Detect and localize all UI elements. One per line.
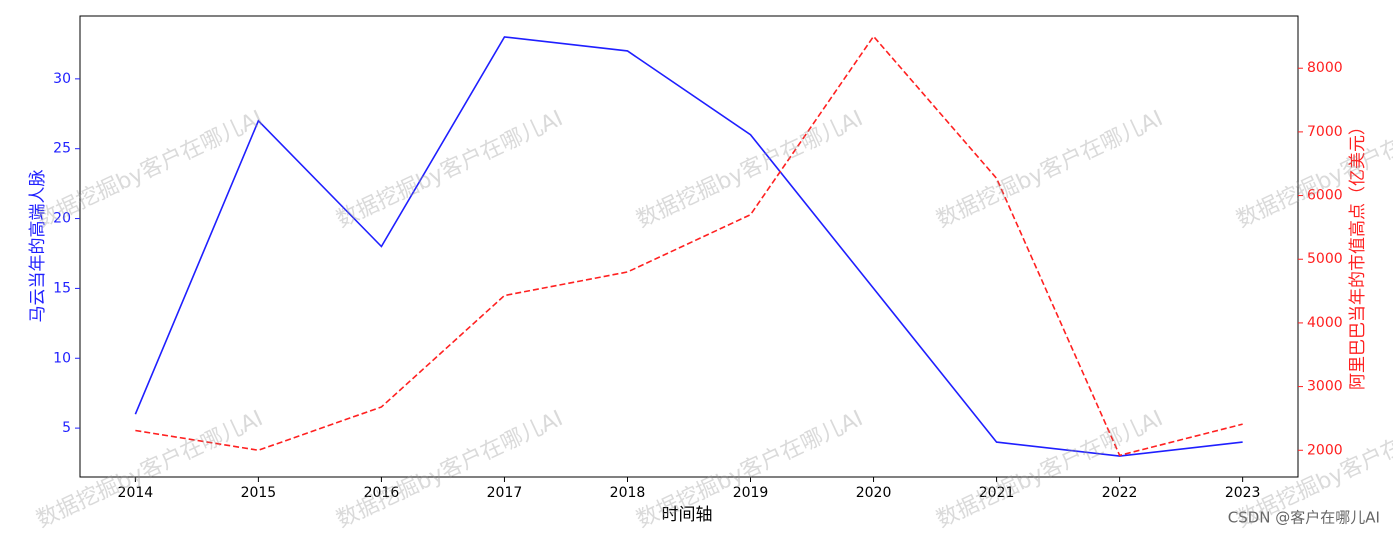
y2-tick-label: 3000 <box>1307 379 1343 395</box>
y-tick-label: 5 <box>62 420 71 436</box>
y-tick-label: 30 <box>53 71 71 87</box>
plot-frame <box>79 15 1299 478</box>
y-tick-label: 15 <box>53 280 71 296</box>
y2-tick-label: 4000 <box>1307 315 1343 331</box>
x-tick-label: 2022 <box>1102 485 1138 501</box>
y2-axis-label: 阿里巴巴当年的市值高点（亿美元） <box>1348 118 1368 390</box>
watermark: 数据挖掘by客户在哪儿AI <box>933 406 1167 533</box>
watermark: 数据挖掘by客户在哪儿AI <box>33 106 267 233</box>
x-tick-label: 2016 <box>364 485 400 501</box>
watermark: 数据挖掘by客户在哪儿AI <box>633 106 867 233</box>
x-tick-label: 2018 <box>610 485 646 501</box>
x-tick-label: 2014 <box>118 485 154 501</box>
series-line <box>135 35 1243 457</box>
y2-tick-label: 6000 <box>1307 188 1343 204</box>
watermark: 数据挖掘by客户在哪儿AI <box>933 106 1167 233</box>
x-tick-label: 2023 <box>1225 485 1261 501</box>
y2-tick-label: 7000 <box>1307 124 1343 140</box>
x-tick-label: 2017 <box>487 485 523 501</box>
watermark: 数据挖掘by客户在哪儿AI <box>333 106 567 233</box>
y2-tick-label: 8000 <box>1307 60 1343 76</box>
x-tick-label: 2015 <box>241 485 277 501</box>
credit: CSDN @客户在哪儿AI <box>1228 509 1380 527</box>
y-tick-label: 10 <box>53 350 71 366</box>
y-tick-label: 20 <box>53 211 71 227</box>
x-tick-label: 2019 <box>733 485 769 501</box>
x-tick-label: 2021 <box>979 485 1015 501</box>
x-axis-label: 时间轴 <box>662 505 713 525</box>
x-tick-label: 2020 <box>856 485 892 501</box>
y2-tick-label: 2000 <box>1307 442 1343 458</box>
y2-tick-label: 5000 <box>1307 251 1343 267</box>
series-line <box>134 36 1243 457</box>
y-tick-label: 25 <box>53 141 71 157</box>
watermark: 数据挖掘by客户在哪儿AI <box>633 406 867 533</box>
y-axis-label: 马云当年的高端人脉 <box>28 170 48 323</box>
watermark: 数据挖掘by客户在哪儿AI <box>333 406 567 533</box>
